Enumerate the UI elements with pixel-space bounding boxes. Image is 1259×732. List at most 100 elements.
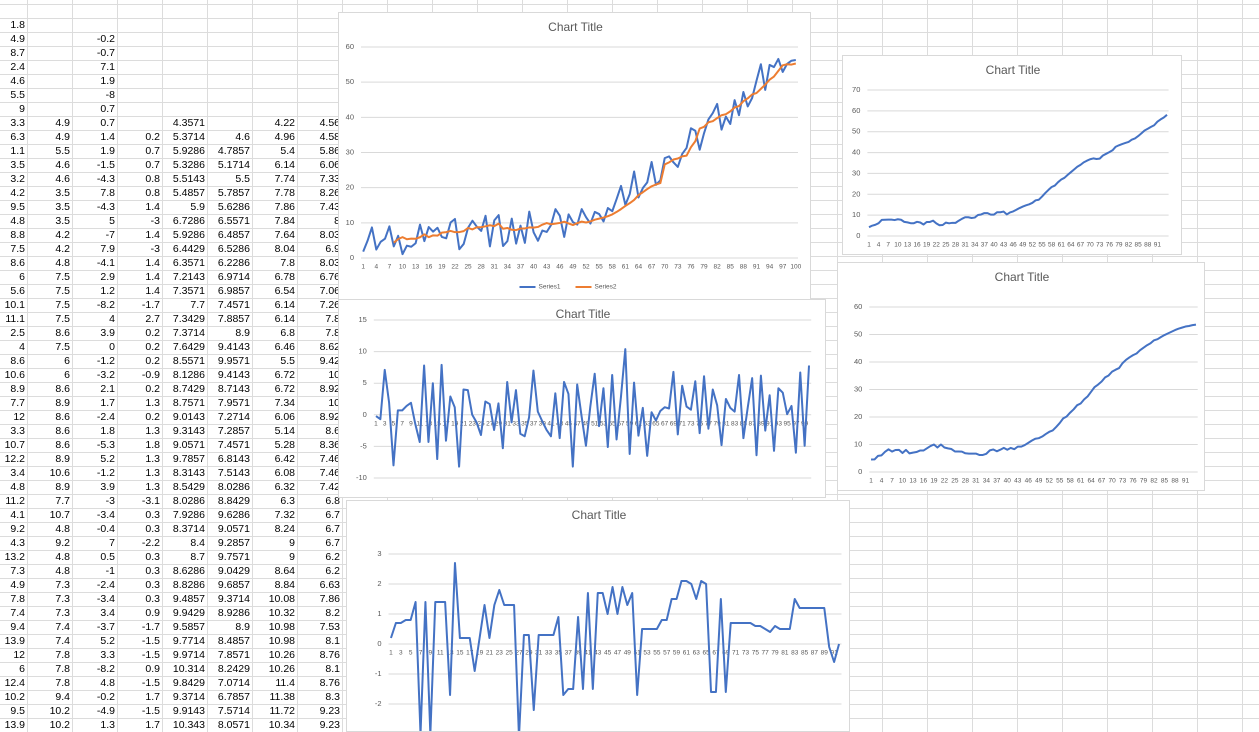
- cell[interactable]: 7.86: [319, 593, 340, 605]
- cell[interactable]: 9.4143: [217, 369, 250, 381]
- cell[interactable]: 5.5: [280, 355, 295, 367]
- cell[interactable]: 5.4: [280, 145, 295, 157]
- cell[interactable]: 8.6: [55, 425, 70, 437]
- cell[interactable]: 12: [13, 649, 25, 661]
- cell[interactable]: 9.3714: [217, 593, 250, 605]
- cell[interactable]: 10.34: [268, 719, 295, 731]
- cell[interactable]: 7.84: [274, 215, 295, 227]
- cell[interactable]: 1.7: [145, 691, 160, 703]
- cell[interactable]: 4.3: [10, 537, 25, 549]
- cell[interactable]: 3.5: [55, 201, 70, 213]
- cell[interactable]: 7.4571: [217, 299, 250, 311]
- cell[interactable]: 6.8: [280, 327, 295, 339]
- chart[interactable]: Chart Title 0 10 20 30 40 50 60 70 1 4 7 10 13 16 19 22 2…: [842, 55, 1182, 255]
- cell[interactable]: 12.2: [4, 453, 25, 465]
- cell[interactable]: 7.06: [319, 285, 340, 297]
- cell[interactable]: 7.6429: [172, 341, 205, 353]
- cell[interactable]: -2.4: [96, 579, 115, 591]
- cell[interactable]: 6.8143: [217, 453, 250, 465]
- cell[interactable]: 9.6857: [217, 579, 250, 591]
- cell[interactable]: 8.6: [10, 257, 25, 269]
- cell[interactable]: 9.3714: [172, 691, 205, 703]
- cell[interactable]: 4.3571: [172, 117, 205, 129]
- cell[interactable]: -1.7: [141, 299, 160, 311]
- cell[interactable]: -7: [105, 229, 115, 241]
- cell[interactable]: 8.36: [319, 439, 340, 451]
- cell[interactable]: 6: [19, 271, 25, 283]
- cell[interactable]: 9.2857: [217, 537, 250, 549]
- cell[interactable]: 8.8: [10, 229, 25, 241]
- cell[interactable]: 6.8: [325, 495, 340, 507]
- cell[interactable]: 6.46: [274, 341, 295, 353]
- cell[interactable]: 7.5: [55, 313, 70, 325]
- cell[interactable]: 8.3: [325, 691, 340, 703]
- cell[interactable]: 6.9857: [217, 285, 250, 297]
- cell[interactable]: 8.9: [235, 327, 250, 339]
- cell[interactable]: 6.72: [274, 369, 295, 381]
- cell[interactable]: 7.4: [55, 635, 70, 647]
- cell[interactable]: 6.42: [274, 453, 295, 465]
- cell[interactable]: 10: [328, 397, 340, 409]
- cell[interactable]: 9.7857: [172, 453, 205, 465]
- cell[interactable]: 0.2: [145, 327, 160, 339]
- chart[interactable]: Chart Title -10 -5 0 5 10 15 1 3 5 7 9 11 13 15 17 19 21 2…: [338, 299, 826, 498]
- cell[interactable]: 6.14: [274, 313, 295, 325]
- cell[interactable]: 9.9571: [217, 355, 250, 367]
- cell[interactable]: 8.92: [319, 411, 340, 423]
- cell[interactable]: 9: [289, 537, 295, 549]
- cell[interactable]: 7.43: [319, 201, 340, 213]
- cell[interactable]: 7.8: [55, 649, 70, 661]
- cell[interactable]: 9.23: [319, 705, 340, 717]
- cell[interactable]: -0.7: [96, 47, 115, 59]
- cell[interactable]: 10.32: [268, 607, 295, 619]
- chart[interactable]: Chart Title-3-2-101231357911131517192123…: [346, 500, 850, 732]
- cell[interactable]: 4.8: [55, 257, 70, 269]
- cell[interactable]: 1.9: [100, 145, 115, 157]
- cell[interactable]: 4.6: [235, 131, 250, 143]
- cell[interactable]: 12: [13, 411, 25, 423]
- cell[interactable]: 4.8: [55, 551, 70, 563]
- cell[interactable]: -8.2: [96, 663, 115, 675]
- cell[interactable]: -1: [105, 565, 115, 577]
- cell[interactable]: 0.7: [145, 159, 160, 171]
- cell[interactable]: 7.8: [55, 663, 70, 675]
- cell[interactable]: 9.9429: [172, 607, 205, 619]
- cell[interactable]: 5.5: [10, 89, 25, 101]
- cell[interactable]: 5.7857: [217, 187, 250, 199]
- cell[interactable]: 8.8429: [217, 495, 250, 507]
- cell[interactable]: 1.7: [145, 719, 160, 731]
- cell[interactable]: 6.3: [10, 131, 25, 143]
- cell[interactable]: 4.9: [55, 131, 70, 143]
- cell[interactable]: 6.5571: [217, 215, 250, 227]
- cell[interactable]: 7.2857: [217, 425, 250, 437]
- cell[interactable]: 9: [19, 103, 25, 115]
- cell[interactable]: 8.24: [274, 523, 295, 535]
- cell[interactable]: -1.5: [141, 677, 160, 689]
- cell[interactable]: 9.4: [10, 621, 25, 633]
- cell[interactable]: 9.4: [55, 691, 70, 703]
- cell[interactable]: 8.0571: [217, 719, 250, 731]
- cell[interactable]: 9: [289, 551, 295, 563]
- cell[interactable]: 8.7: [190, 551, 205, 563]
- cell[interactable]: 10.6: [4, 369, 25, 381]
- cell[interactable]: -3.4: [96, 509, 115, 521]
- cell[interactable]: 6.06: [319, 159, 340, 171]
- cell[interactable]: 4.2: [55, 229, 70, 241]
- cell[interactable]: 9.5857: [172, 621, 205, 633]
- cell[interactable]: 8.5571: [172, 355, 205, 367]
- cell[interactable]: 10.2: [49, 705, 70, 717]
- cell[interactable]: 8.1286: [172, 369, 205, 381]
- cell[interactable]: 5.28: [274, 439, 295, 451]
- cell[interactable]: 6.9: [325, 243, 340, 255]
- cell[interactable]: -0.4: [96, 523, 115, 535]
- cell[interactable]: -1.7: [141, 621, 160, 633]
- cell[interactable]: 7.8: [325, 327, 340, 339]
- cell[interactable]: 7.42: [319, 481, 340, 493]
- cell[interactable]: 0.2: [145, 131, 160, 143]
- cell[interactable]: 6.08: [274, 467, 295, 479]
- cell[interactable]: 7.5: [55, 341, 70, 353]
- cell[interactable]: 1.8: [145, 439, 160, 451]
- cell[interactable]: 0.2: [145, 355, 160, 367]
- cell[interactable]: 1.4: [145, 285, 160, 297]
- cell[interactable]: 3.4: [100, 607, 115, 619]
